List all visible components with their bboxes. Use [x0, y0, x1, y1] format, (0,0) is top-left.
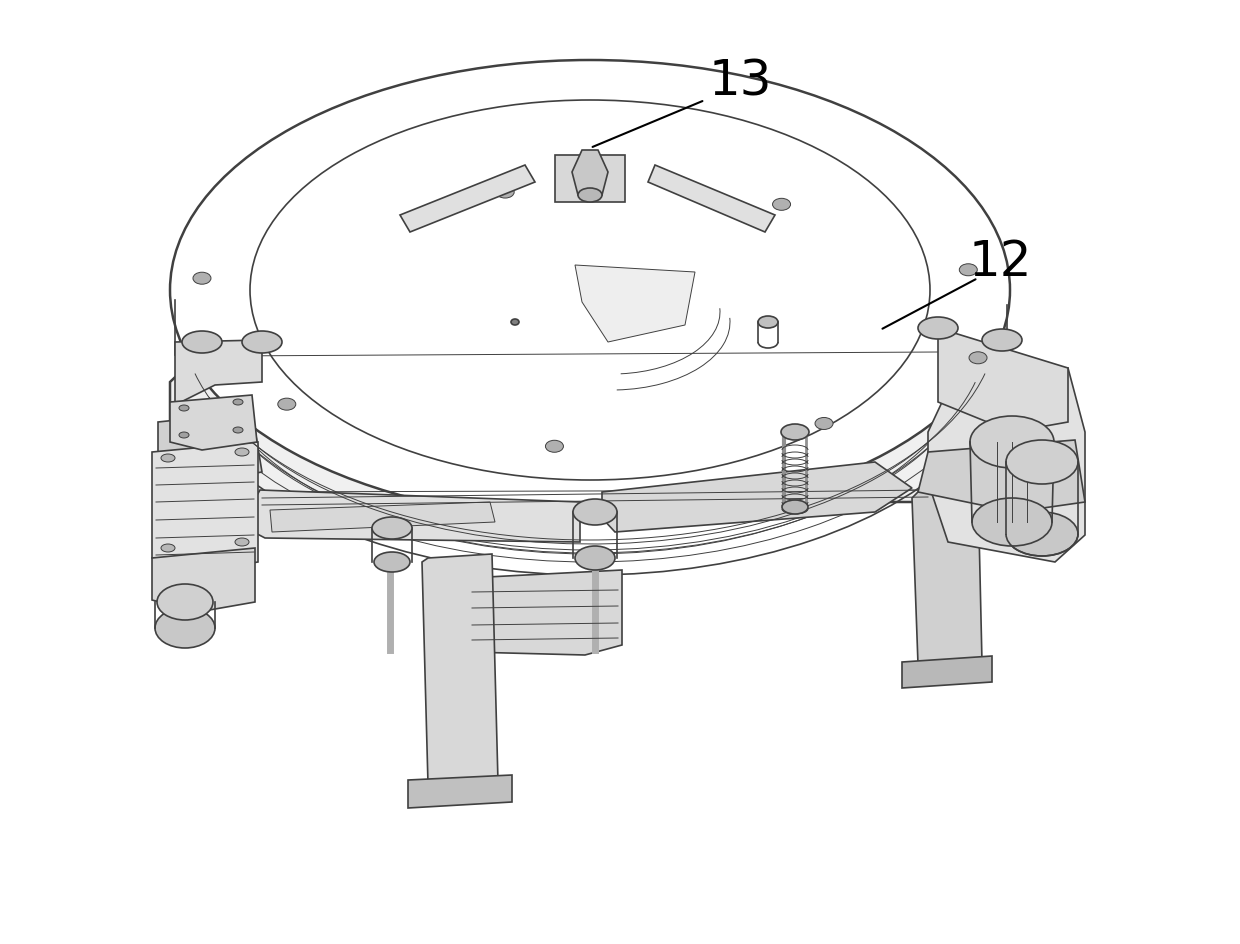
Ellipse shape — [918, 317, 959, 339]
Polygon shape — [928, 368, 1085, 562]
Ellipse shape — [236, 538, 249, 546]
Polygon shape — [575, 265, 694, 342]
Ellipse shape — [782, 500, 808, 514]
Polygon shape — [572, 150, 608, 195]
Polygon shape — [649, 165, 775, 232]
Ellipse shape — [182, 331, 222, 353]
Ellipse shape — [161, 454, 175, 462]
Ellipse shape — [982, 329, 1022, 351]
Polygon shape — [270, 502, 495, 532]
Polygon shape — [937, 328, 1068, 432]
Ellipse shape — [511, 319, 520, 325]
Polygon shape — [911, 487, 982, 668]
Ellipse shape — [970, 416, 1054, 468]
Ellipse shape — [972, 498, 1052, 546]
Ellipse shape — [960, 263, 977, 276]
Ellipse shape — [573, 499, 618, 525]
Polygon shape — [408, 775, 512, 808]
Polygon shape — [918, 440, 1085, 512]
Polygon shape — [170, 395, 257, 450]
Text: 13: 13 — [708, 58, 771, 106]
Polygon shape — [601, 462, 911, 532]
Polygon shape — [153, 442, 258, 572]
Ellipse shape — [170, 60, 1011, 520]
Polygon shape — [556, 155, 625, 202]
Ellipse shape — [233, 427, 243, 433]
Ellipse shape — [1006, 512, 1078, 556]
Ellipse shape — [157, 584, 213, 620]
Ellipse shape — [546, 440, 563, 452]
Ellipse shape — [1006, 440, 1078, 484]
Ellipse shape — [758, 316, 777, 328]
Ellipse shape — [233, 399, 243, 405]
Ellipse shape — [242, 331, 281, 353]
Polygon shape — [153, 548, 255, 612]
Ellipse shape — [278, 398, 296, 410]
Ellipse shape — [781, 424, 808, 440]
Ellipse shape — [161, 544, 175, 552]
Ellipse shape — [179, 432, 188, 438]
Ellipse shape — [496, 186, 515, 198]
Polygon shape — [175, 340, 262, 405]
Ellipse shape — [773, 198, 791, 211]
Ellipse shape — [968, 352, 987, 363]
Polygon shape — [458, 570, 622, 655]
Ellipse shape — [193, 272, 211, 284]
Polygon shape — [901, 656, 992, 688]
Ellipse shape — [575, 546, 615, 570]
Polygon shape — [170, 338, 1048, 502]
Polygon shape — [241, 490, 580, 542]
Ellipse shape — [372, 517, 412, 539]
Polygon shape — [157, 412, 262, 482]
Polygon shape — [422, 554, 498, 788]
Text: 12: 12 — [968, 238, 1032, 286]
Ellipse shape — [815, 417, 833, 430]
Ellipse shape — [236, 448, 249, 456]
Polygon shape — [401, 165, 534, 232]
Ellipse shape — [374, 552, 410, 572]
Ellipse shape — [578, 188, 601, 202]
Ellipse shape — [179, 405, 188, 411]
Ellipse shape — [155, 608, 215, 648]
